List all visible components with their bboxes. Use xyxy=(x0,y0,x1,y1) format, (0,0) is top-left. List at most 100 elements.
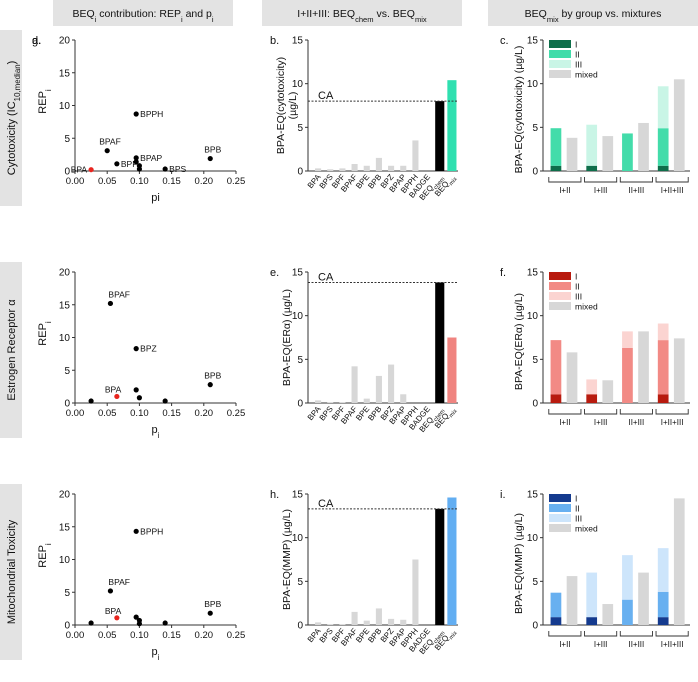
stack-III xyxy=(657,548,669,592)
group-label: I+III xyxy=(594,640,608,649)
panel-letter: c. xyxy=(500,35,509,47)
y-tick-label: 0 xyxy=(297,399,303,410)
bar-BPB xyxy=(375,608,382,625)
text-span: Mitochondrial Toxicity xyxy=(6,519,18,624)
legend-swatch-II xyxy=(549,504,571,512)
stack-III xyxy=(586,124,598,166)
text-span: contribution: REP xyxy=(96,8,181,20)
stack-II xyxy=(550,340,562,395)
column-header-2: I+II+III: BEQchem vs. BEQmix xyxy=(297,8,427,24)
bar-BPB xyxy=(375,375,382,403)
legend-swatch-I xyxy=(549,494,571,502)
y-tick-label: 15 xyxy=(59,300,71,311)
bar-BPE xyxy=(363,398,370,403)
group-label: I+II+III xyxy=(661,640,684,649)
x-tick-label: 0.00 xyxy=(66,630,85,641)
group-bracket xyxy=(548,409,582,415)
bar-BPAP xyxy=(400,394,407,403)
mixed-bar xyxy=(602,604,614,625)
bar-BPZ xyxy=(388,364,395,403)
y-tick-label: 15 xyxy=(527,268,539,279)
y-tick-label: 5 xyxy=(297,355,303,366)
x-tick-label: 0.05 xyxy=(98,176,117,187)
y-axis-title: BPA-EQ(cytotoxicity) (µg/L) xyxy=(513,46,525,174)
mixed-bar xyxy=(673,498,685,625)
bar-BPAF xyxy=(351,164,358,171)
row-label-3: Mitochondrial Toxicity xyxy=(6,519,18,624)
data-point xyxy=(133,387,139,393)
data-point xyxy=(114,615,120,621)
data-point xyxy=(207,155,213,162)
ca-label: CA xyxy=(318,271,334,283)
y-tick-label: 15 xyxy=(59,68,71,79)
text-span: REP xyxy=(37,323,49,346)
y-tick-label: 5 xyxy=(297,123,303,134)
column-header-1: BEQi contribution: REPi and pi xyxy=(72,8,213,24)
x-tick-label: 0.20 xyxy=(195,176,214,187)
stack-III xyxy=(586,572,598,618)
x-tick-label: 0.05 xyxy=(98,408,117,419)
bar-BEQ_chem xyxy=(435,101,445,171)
subscript: mix xyxy=(448,408,458,419)
stack-II xyxy=(622,599,633,625)
y-tick-label: 5 xyxy=(532,355,538,366)
stack-I xyxy=(657,165,669,171)
y-tick-label: 10 xyxy=(292,533,304,544)
column-header-bg xyxy=(488,0,698,26)
y-tick-label: 0 xyxy=(297,621,303,632)
text-span: by group vs. mixtures xyxy=(559,8,662,20)
ca-label: CA xyxy=(318,90,334,102)
bar-BPAP xyxy=(400,165,407,171)
y-tick-label: 0 xyxy=(532,167,538,178)
stack-III xyxy=(622,331,633,348)
group-bracket xyxy=(619,631,653,637)
y-tick-label: 0 xyxy=(64,167,70,178)
row-labels: Cytotoxicity (IC10,median) Estrogen Recep… xyxy=(0,30,22,660)
legend-swatch-II xyxy=(549,282,571,290)
x-tick-label: 0.05 xyxy=(98,630,117,641)
text-span: Cytotoxicity (IC xyxy=(6,101,18,175)
column-headers: BEQi contribution: REPi and pi I+II+III: … xyxy=(53,0,698,26)
legend-label: mixed xyxy=(575,524,598,534)
subscript: i xyxy=(181,15,183,24)
bar-BPF xyxy=(339,168,346,171)
subscript: mix xyxy=(448,630,458,641)
point-label: BPA xyxy=(105,384,122,394)
panel-a: a. 0 5 10 15 20 0.00 0.05 0.10 0.15 0.20 0.25 pi REPi… xyxy=(32,35,245,204)
y-tick-label: 5 xyxy=(532,123,538,134)
data-point xyxy=(162,398,168,404)
legend-label: I xyxy=(575,494,577,504)
stack-III xyxy=(657,323,669,341)
text-span: and p xyxy=(183,8,212,20)
legend-label: I xyxy=(575,40,577,50)
x-tick-label: BEQmix xyxy=(433,172,459,200)
stack-I xyxy=(550,394,562,403)
subscript: i xyxy=(95,15,97,24)
y-tick-label: 5 xyxy=(297,577,303,588)
point-label: BPB xyxy=(204,371,221,381)
text-span: pi xyxy=(151,192,160,204)
panel-letter: f. xyxy=(500,267,506,279)
bar-BPZ xyxy=(388,618,395,625)
y-tick-label: 15 xyxy=(292,268,304,279)
y-tick-label: 5 xyxy=(64,588,70,599)
group-label: II+III xyxy=(628,640,644,649)
subscript: i xyxy=(44,321,53,323)
data-point xyxy=(114,161,120,167)
x-tick-label: 0.15 xyxy=(162,630,181,641)
bar-BPF xyxy=(339,402,346,403)
point-label: BPB xyxy=(204,145,221,155)
y-tick-label: 5 xyxy=(64,366,70,377)
y-tick-label: 10 xyxy=(527,533,539,544)
text-span: ) xyxy=(6,61,18,65)
group-bracket xyxy=(548,631,582,637)
stack-I xyxy=(586,165,598,171)
y-axis-title: BPA-EQ(MMP) (µg/L) xyxy=(281,509,293,610)
y-tick-label: 20 xyxy=(59,36,71,47)
legend-label: mixed xyxy=(575,70,598,80)
group-bracket xyxy=(619,177,653,183)
x-axis-title: pi xyxy=(152,646,160,662)
x-tick-label: 0.15 xyxy=(162,176,181,187)
